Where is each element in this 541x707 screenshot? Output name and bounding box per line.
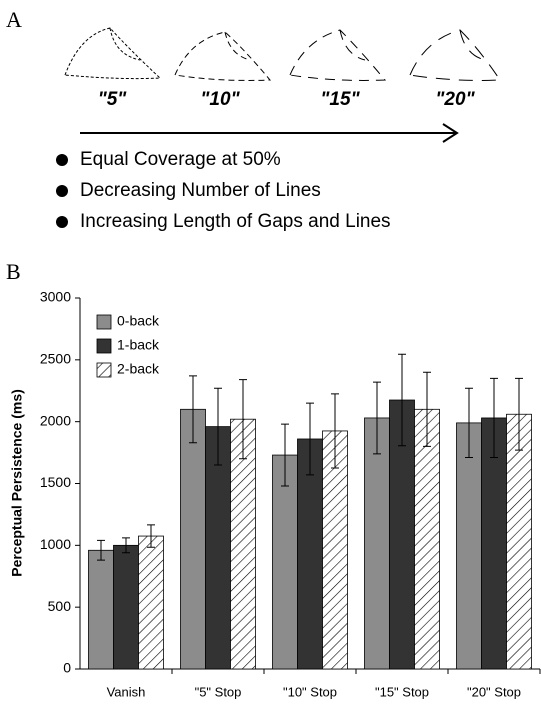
error-bar [331, 393, 339, 469]
y-tick-label: 2500 [40, 351, 71, 367]
arrow-head [442, 123, 459, 143]
x-tick-label: "5" Stop [195, 684, 242, 699]
bar [414, 408, 440, 670]
bullet-text: Decreasing Number of Lines [80, 180, 321, 201]
bar [138, 535, 164, 670]
panel-label: B [6, 259, 21, 284]
panel-label: A [6, 7, 22, 32]
bullet-text: Equal Coverage at 50% [80, 149, 281, 170]
y-tick-label: 1000 [40, 536, 71, 552]
bar [180, 408, 206, 670]
bar [506, 413, 532, 670]
bullet-text: Increasing Length of Gaps and Lines [80, 211, 391, 232]
error-bar [490, 377, 498, 459]
error-bar [214, 387, 222, 466]
bullet-dot [56, 185, 68, 197]
error-bar [239, 379, 247, 460]
stimulus-label: "10" [200, 89, 240, 110]
bar [456, 422, 482, 670]
error-bar [515, 377, 523, 451]
bar [272, 454, 298, 670]
x-tick-label: "10" Stop [283, 684, 337, 699]
bar [481, 417, 507, 670]
y-tick-label: 500 [48, 598, 72, 614]
error-bar [423, 371, 431, 447]
y-tick-label: 1500 [40, 474, 71, 490]
legend-swatch [96, 314, 112, 330]
shape [409, 29, 501, 81]
bullet-dot [56, 154, 68, 166]
shape [174, 31, 272, 81]
stimulus-label: "5" [98, 89, 128, 110]
bar [113, 544, 139, 670]
y-tick-label: 3000 [40, 289, 71, 305]
x-tick-label: Vanish [107, 684, 146, 699]
legend-label: 2-back [117, 361, 160, 377]
shape [289, 29, 387, 81]
error-bar [398, 353, 406, 447]
stimulus-label: "15" [320, 89, 360, 110]
legend-label: 1-back [117, 337, 160, 353]
bar [364, 417, 390, 670]
error-bar [147, 524, 155, 548]
x-tick-label: "20" Stop [467, 684, 521, 699]
error-bar [122, 537, 130, 554]
error-bar [97, 539, 105, 561]
legend-swatch [96, 338, 112, 354]
bullet-dot [56, 216, 68, 228]
error-bar [306, 402, 314, 476]
legend-swatch [96, 362, 112, 378]
error-bar [373, 381, 381, 455]
y-tick-label: 2000 [40, 412, 71, 428]
y-tick-label: 0 [63, 660, 71, 676]
bar [88, 549, 114, 670]
error-bar [189, 375, 197, 444]
x-tick-label: "15" Stop [375, 684, 429, 699]
stimulus-label: "20" [435, 89, 475, 110]
legend-label: 0-back [117, 313, 160, 329]
y-axis-label: Perceptual Persistence (ms) [9, 389, 25, 577]
error-bar [465, 387, 473, 459]
shape [64, 27, 162, 80]
stimuli-shapes [64, 27, 501, 81]
bar [322, 430, 348, 670]
error-bar [281, 423, 289, 487]
